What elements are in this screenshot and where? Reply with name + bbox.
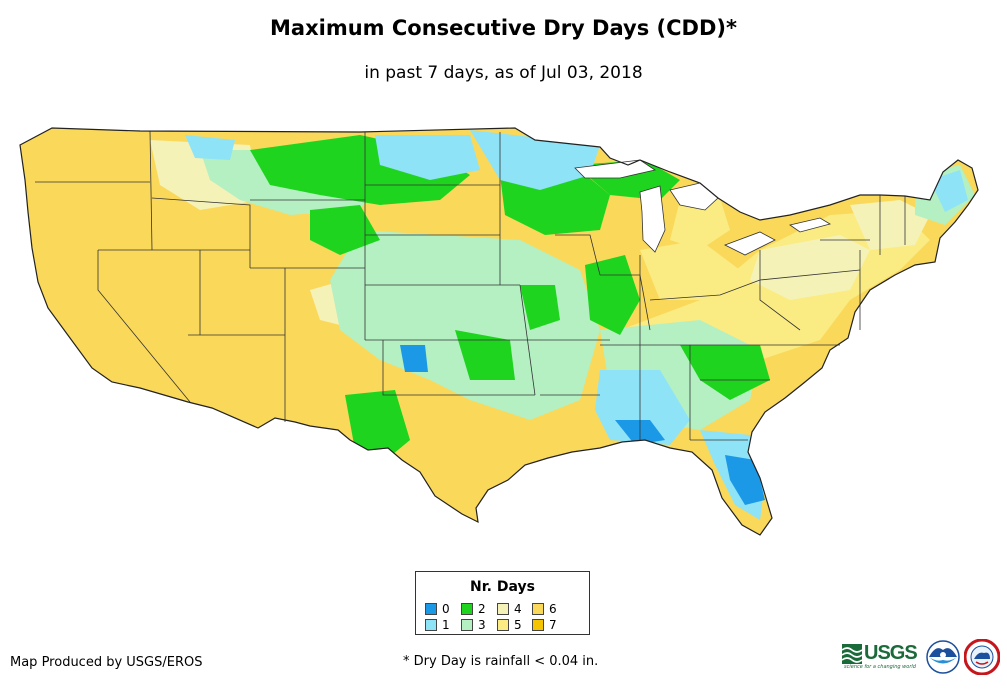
cdd-zone-1-montana [185,135,235,160]
map-footnote: * Dry Day is rainfall < 0.04 in. [403,654,599,669]
cdd-zone-5-ohio [640,240,740,300]
legend-item-5: 5 [497,619,522,631]
cdd-zone-2-dakota [310,205,380,255]
legend-label-5: 5 [514,618,522,632]
usgs-logo: USGS science for a changing world [842,642,918,672]
legend-label-4: 4 [514,602,522,616]
cdd-zone-4-pa [750,235,870,300]
cdd-map [19,127,979,536]
map-title: Maximum Consecutive Dry Days (CDD)* [270,16,737,40]
map-legend: Nr. Days 0 1 2 3 4 5 6 7 [415,571,590,635]
legend-item-1: 1 [425,619,450,631]
cdd-zone-5-michigan [670,198,730,250]
state-borders [35,130,906,441]
legend-swatch-3 [461,619,473,631]
cdd-fill-layer [20,128,978,535]
legend-item-3: 3 [461,619,486,631]
cdd-zone-3-plains [330,230,600,420]
legend-label-0: 0 [442,602,450,616]
legend-label-3: 3 [478,618,486,632]
legend-swatch-6 [532,603,544,615]
legend-swatch-0 [425,603,437,615]
legend-item-6: 6 [532,603,557,615]
legend-swatch-1 [425,619,437,631]
cdd-zone-1-mn [470,130,600,190]
legend-title: Nr. Days [470,579,535,595]
legend-item-2: 2 [461,603,486,615]
legend-label-2: 2 [478,602,486,616]
great-lakes [574,159,832,256]
us-outline [19,127,979,536]
cdd-zone-1-gulf [595,370,690,445]
usgs-tagline: science for a changing world [844,664,916,670]
cdd-zone-4-ne [850,200,930,250]
map-subtitle: in past 7 days, as of Jul 03, 2018 [364,63,643,83]
legend-swatch-7 [532,619,544,631]
cdd-zone-2-southeast [680,345,770,400]
nws-logo-icon [964,639,1000,675]
cdd-zone-2-ok [455,330,515,380]
legend-item-4: 4 [497,603,522,615]
legend-label-7: 7 [549,618,557,632]
legend-swatch-2 [461,603,473,615]
cdd-zone-2-missouri [520,285,560,330]
legend-swatch-5 [497,619,509,631]
cdd-zone-0-ok [400,345,428,372]
cdd-zone-1-nd [375,135,480,180]
agency-logos: USGS science for a changing world [842,638,1002,678]
legend-label-1: 1 [442,618,450,632]
noaa-logo-icon [926,640,960,674]
usgs-wordmark: USGS [864,642,918,664]
legend-swatch-4 [497,603,509,615]
legend-label-6: 6 [549,602,557,616]
legend-item-0: 0 [425,603,450,615]
legend-item-7: 7 [532,619,557,631]
map-credit: Map Produced by USGS/EROS [10,655,203,670]
usgs-wave-icon [842,644,862,664]
